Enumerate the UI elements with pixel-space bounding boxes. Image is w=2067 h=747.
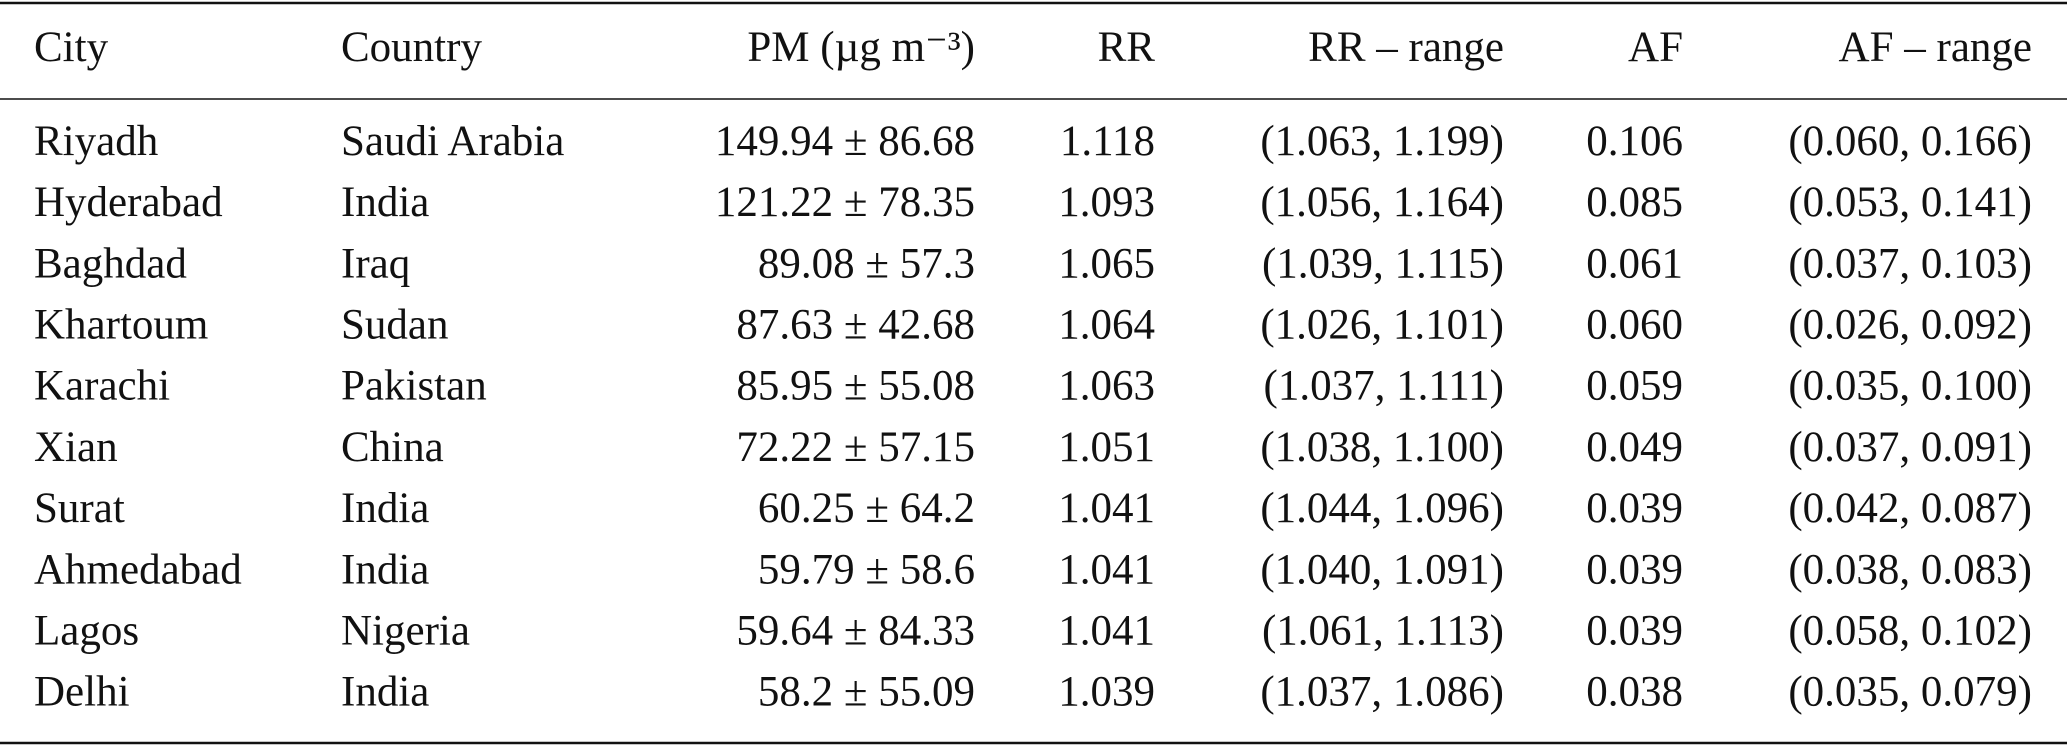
header-cell: City [34,24,109,71]
cell: 0.038 [1586,669,1683,716]
cell: 1.065 [1058,240,1155,287]
cell: 0.039 [1586,607,1683,654]
cell: India [341,179,429,226]
cell: 1.041 [1058,546,1155,593]
cell: 121.22 ± 78.35 [715,179,975,226]
cell: (1.040, 1.091) [1260,546,1504,593]
cell: 1.051 [1058,424,1155,471]
cell: (1.026, 1.101) [1260,301,1504,348]
header-cell: RR [1098,24,1156,71]
cell: 59.79 ± 58.6 [758,546,975,593]
cell: (0.037, 0.103) [1788,240,2032,287]
cell: (0.037, 0.091) [1788,424,2032,471]
cell: (0.053, 0.141) [1788,179,2032,226]
cell: 0.060 [1586,301,1683,348]
cell: 0.085 [1586,179,1683,226]
cell: 72.22 ± 57.15 [736,424,975,471]
cell: (1.037, 1.086) [1260,669,1504,716]
cell: 0.059 [1586,363,1683,410]
header-cell: PM (µg m⁻³) [747,24,975,71]
cell: Surat [34,485,125,532]
cell: India [341,485,429,532]
cell: 89.08 ± 57.3 [758,240,975,287]
header-cell: Country [341,24,482,71]
cell: Nigeria [341,607,470,654]
cell: 1.093 [1058,179,1155,226]
cell: (1.061, 1.113) [1262,607,1504,654]
cell: Delhi [34,669,130,716]
cell: (1.037, 1.111) [1264,363,1504,410]
cell: 1.041 [1058,607,1155,654]
cell: (0.060, 0.166) [1788,118,2032,165]
cell: Pakistan [341,363,487,410]
cell: (1.063, 1.199) [1260,118,1504,165]
cell: (0.035, 0.079) [1788,669,2032,716]
cell: (1.038, 1.100) [1260,424,1504,471]
cell: 87.63 ± 42.68 [736,301,975,348]
cell: Karachi [34,363,170,410]
cell: Ahmedabad [34,546,242,593]
header-cell: AF – range [1839,24,2032,71]
cell: (0.042, 0.087) [1788,485,2032,532]
cell: 59.64 ± 84.33 [736,607,975,654]
cell: (0.035, 0.100) [1788,363,2032,410]
cell: 0.049 [1586,424,1683,471]
cell: 1.039 [1058,669,1155,716]
cell: 60.25 ± 64.2 [758,485,975,532]
cell: Hyderabad [34,179,223,226]
cell: China [341,424,444,471]
header-cell: RR – range [1308,24,1504,71]
header-cell: AF [1628,24,1683,71]
cell: 1.063 [1058,363,1155,410]
cell: 0.039 [1586,546,1683,593]
cell: Khartoum [34,301,208,348]
cell: 1.118 [1060,118,1155,165]
cell: India [341,546,429,593]
cell: 0.061 [1586,240,1683,287]
cell: (0.058, 0.102) [1788,607,2032,654]
cell: Sudan [341,301,449,348]
cell: Iraq [341,240,410,287]
cell: (1.044, 1.096) [1260,485,1504,532]
cell: 85.95 ± 55.08 [736,363,975,410]
cell: Saudi Arabia [341,118,564,165]
cell: 58.2 ± 55.09 [758,669,975,716]
cell: Baghdad [34,240,187,287]
cell: 1.041 [1058,485,1155,532]
cell: Riyadh [34,118,158,165]
cell: 0.039 [1586,485,1683,532]
cell: (0.038, 0.083) [1788,546,2032,593]
cell: India [341,669,429,716]
cell: 0.106 [1586,118,1683,165]
cell: (1.056, 1.164) [1260,179,1504,226]
cell: Xian [34,424,118,471]
cell: 149.94 ± 86.68 [715,118,975,165]
cell: Lagos [34,607,139,654]
cell: (1.039, 1.115) [1262,240,1504,287]
cell: (0.026, 0.092) [1788,301,2032,348]
cell: 1.064 [1058,301,1155,348]
